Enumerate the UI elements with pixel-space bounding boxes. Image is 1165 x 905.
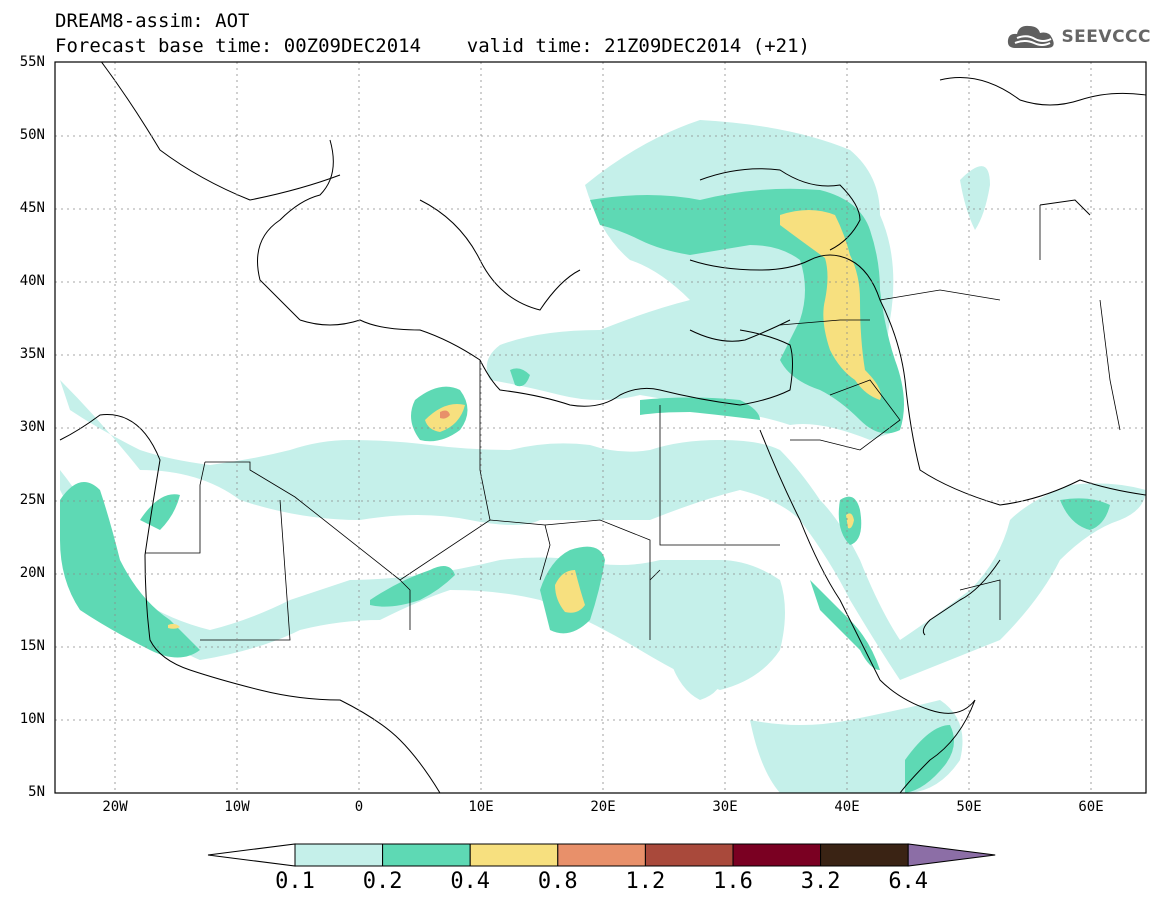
graticule	[55, 62, 1146, 793]
title-line-1: DREAM8-assim: AOT	[55, 10, 250, 32]
colorbar-segment	[469, 843, 559, 867]
colorbar-low-arrow	[207, 843, 296, 867]
lon-tick-label: 40E	[834, 799, 860, 815]
colorbar-tick-label: 3.2	[800, 869, 841, 894]
lon-tick-label: 20E	[590, 799, 616, 815]
lon-tick-label: 0	[354, 799, 364, 815]
lat-tick-label: 55N	[19, 54, 45, 70]
lon-tick-label: 50E	[956, 799, 982, 815]
lon-tick-label: 10W	[224, 799, 250, 815]
lat-tick-label: 50N	[19, 127, 45, 143]
lon-tick-label: 30E	[712, 799, 738, 815]
colorbar-segment	[382, 843, 471, 867]
cloud-icon	[1008, 25, 1055, 48]
lat-tick-label: 35N	[19, 346, 45, 362]
seevccc-logo: SEEVCCC	[1007, 22, 1151, 52]
colorbar-tick-label: 0.4	[450, 869, 491, 894]
colorbar-segment	[557, 843, 646, 867]
colorbar-tick-label: 1.6	[713, 869, 753, 894]
colorbar-tick-label: 0.1	[275, 869, 315, 894]
lon-tick-label: 60E	[1078, 799, 1104, 815]
lat-tick-label: 40N	[19, 273, 45, 289]
aot-field-high	[168, 210, 881, 629]
lat-tick-label: 20N	[19, 565, 45, 581]
lon-tick-label: 20W	[102, 799, 128, 815]
title-line-2: Forecast base time: 00Z09DEC2014 valid t…	[55, 35, 810, 57]
colorbar-segment	[644, 843, 734, 867]
colorbar-high-arrow	[907, 843, 996, 867]
lat-tick-label: 15N	[19, 638, 45, 654]
lat-tick-label: 10N	[19, 711, 45, 727]
colorbar-tick-label: 0.8	[537, 869, 578, 894]
map-frame	[54, 61, 1147, 794]
lat-tick-label: 25N	[19, 492, 45, 508]
lat-tick-label: 45N	[19, 200, 45, 216]
borders	[145, 205, 1121, 641]
colorbar-tick-label: 1.2	[625, 869, 666, 894]
colorbar-segment	[732, 843, 822, 867]
lat-tick-label: 5N	[28, 784, 45, 800]
aot-field-peak	[440, 410, 450, 419]
logo-text: SEEVCCC	[1061, 27, 1151, 47]
colorbar-tick-label: 0.2	[362, 869, 403, 894]
lat-tick-label: 30N	[19, 419, 45, 435]
aot-colorbar	[207, 843, 996, 867]
colorbar-segment	[820, 843, 909, 867]
lon-tick-label: 10E	[468, 799, 494, 815]
coastlines	[59, 62, 1146, 793]
colorbar-tick-label: 6.4	[888, 869, 929, 894]
colorbar-segment	[294, 843, 384, 867]
